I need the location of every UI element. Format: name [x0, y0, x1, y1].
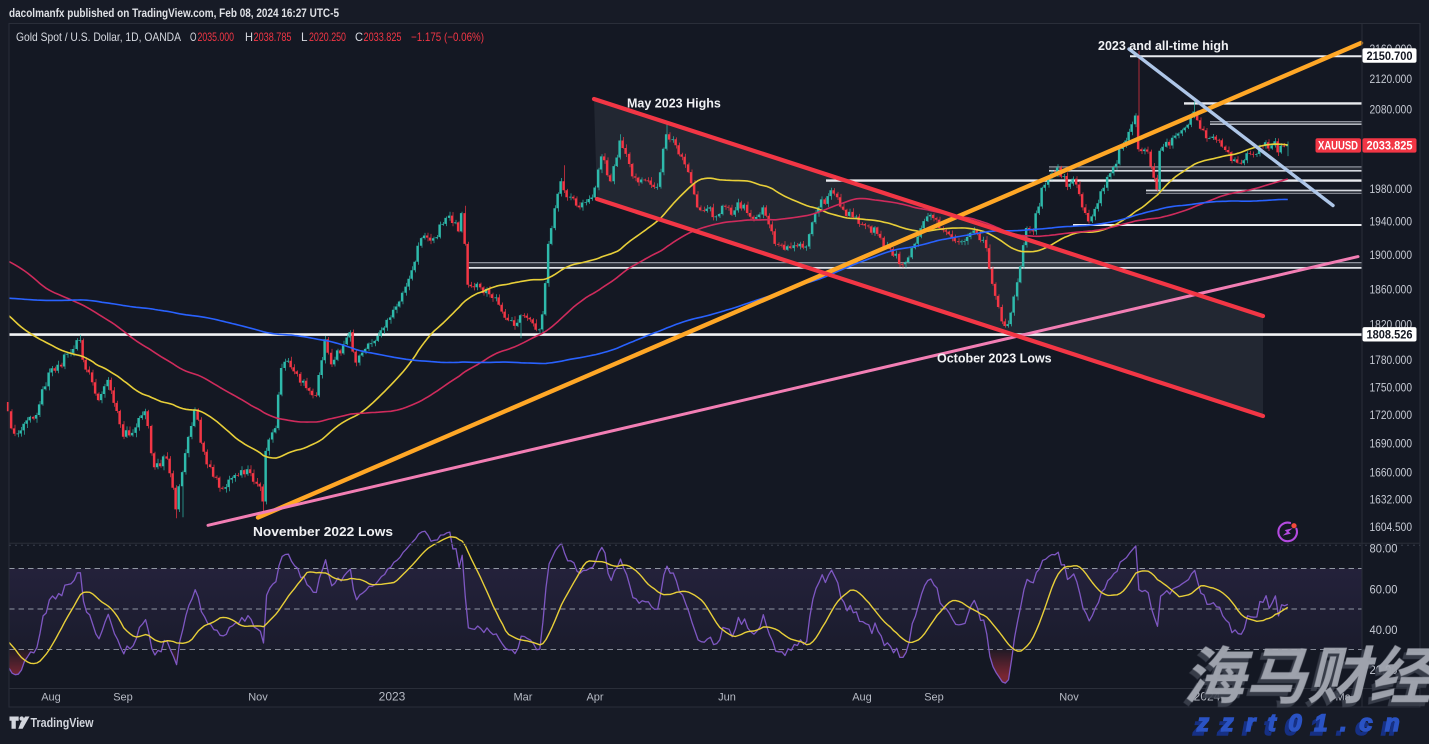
svg-text:1940.000: 1940.000 [1370, 215, 1413, 229]
svg-text:Nov: Nov [248, 692, 268, 704]
svg-text:2033.825: 2033.825 [364, 30, 402, 44]
svg-text:80.00: 80.00 [1370, 541, 1398, 555]
svg-text:1900.000: 1900.000 [1370, 248, 1413, 262]
svg-text:1750.000: 1750.000 [1370, 380, 1413, 394]
svg-text:Sep: Sep [113, 692, 133, 704]
svg-text:H: H [245, 30, 253, 44]
svg-text:2033.825: 2033.825 [1367, 139, 1413, 153]
svg-text:Aug: Aug [852, 692, 872, 704]
svg-text:1860.000: 1860.000 [1370, 282, 1413, 296]
svg-text:May 2023 Highs: May 2023 Highs [627, 97, 721, 111]
svg-text:November 2022 Lows: November 2022 Lows [253, 524, 393, 539]
svg-text:2023: 2023 [379, 690, 406, 704]
svg-text:zzrt01.cn: zzrt01.cn [1192, 714, 1408, 739]
svg-text:zzrt01.cn: zzrt01.cn [1196, 710, 1412, 737]
svg-text:60.00: 60.00 [1370, 582, 1398, 596]
svg-text:1808.526: 1808.526 [1367, 328, 1413, 342]
svg-text:Jun: Jun [718, 692, 736, 704]
svg-text:1720.000: 1720.000 [1370, 408, 1413, 422]
svg-text:Sep: Sep [924, 692, 944, 704]
svg-text:TradingView: TradingView [31, 716, 94, 730]
svg-text:2035.000: 2035.000 [198, 30, 235, 44]
svg-text:1980.000: 1980.000 [1370, 182, 1413, 196]
svg-text:2120.000: 2120.000 [1370, 72, 1413, 86]
svg-text:1780.000: 1780.000 [1370, 353, 1413, 367]
svg-text:2038.785: 2038.785 [254, 30, 292, 44]
svg-text:−1.175 (−0.06%): −1.175 (−0.06%) [411, 30, 484, 44]
svg-text:Nov: Nov [1059, 692, 1079, 704]
svg-text:40.00: 40.00 [1370, 623, 1398, 637]
svg-text:Apr: Apr [586, 692, 603, 704]
svg-text:1690.000: 1690.000 [1370, 437, 1413, 451]
svg-text:Aug: Aug [41, 692, 61, 704]
svg-text:1632.000: 1632.000 [1370, 493, 1413, 507]
svg-text:2020.250: 2020.250 [309, 30, 346, 44]
svg-text:XAUUSD: XAUUSD [1318, 141, 1358, 153]
svg-text:1604.500: 1604.500 [1370, 520, 1413, 534]
svg-text:dacolmanfx published on Tradin: dacolmanfx published on TradingView.com,… [9, 6, 339, 20]
svg-text:1660.000: 1660.000 [1370, 465, 1413, 479]
svg-text:O: O [190, 30, 197, 44]
svg-text:Gold Spot / U.S. Dollar, 1D, O: Gold Spot / U.S. Dollar, 1D, OANDA [16, 30, 181, 44]
svg-text:October 2023 Lows: October 2023 Lows [937, 352, 1052, 366]
svg-text:C: C [355, 30, 363, 44]
svg-text:Mar: Mar [514, 692, 533, 704]
svg-text:2080.000: 2080.000 [1370, 103, 1413, 117]
svg-text:L: L [301, 30, 308, 44]
svg-text:2150.700: 2150.700 [1367, 49, 1413, 63]
svg-text:2023 and all-time high: 2023 and all-time high [1098, 39, 1229, 53]
